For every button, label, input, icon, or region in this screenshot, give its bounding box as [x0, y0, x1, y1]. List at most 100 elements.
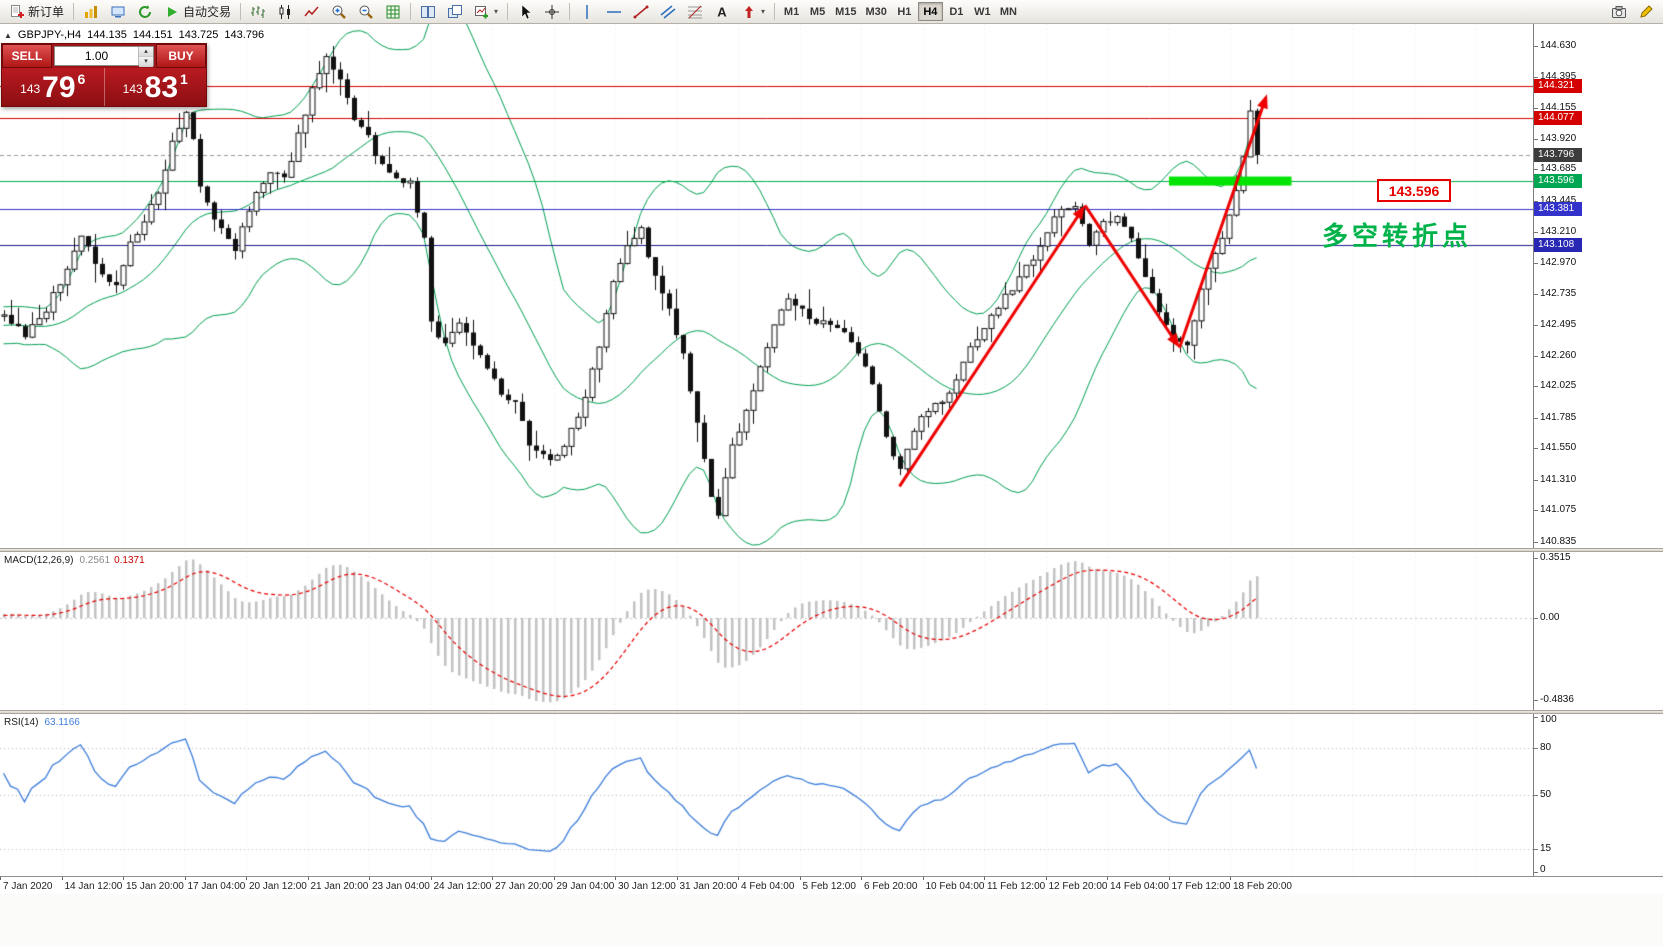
- time-axis-label: 4 Feb 04:00: [741, 881, 795, 892]
- line-chart-button[interactable]: [299, 1, 325, 22]
- scale-tick-mark: [1534, 480, 1538, 481]
- timeframe-m30-button[interactable]: M30: [861, 2, 890, 21]
- macd-scale[interactable]: 0.3515 0.00 -0.4836: [1533, 552, 1663, 710]
- time-axis-label: 21 Jan 20:00: [310, 881, 369, 892]
- scale-tick-mark: [1534, 294, 1538, 295]
- cursor-icon: [517, 3, 533, 20]
- scale-label: 142.735: [1540, 287, 1577, 299]
- horizontal-line-tool-button[interactable]: [601, 1, 627, 22]
- timeframe-m15-button[interactable]: M15: [831, 2, 860, 21]
- timeframe-h4-button[interactable]: H4: [917, 2, 943, 21]
- candlestick-chart-button[interactable]: [272, 1, 298, 22]
- scale-tick-mark: [1534, 108, 1538, 109]
- time-tick-mark: [123, 877, 124, 880]
- vertical-line-icon: [579, 4, 595, 20]
- cursor-tool-button[interactable]: [512, 1, 538, 22]
- volume-decrease-button[interactable]: ▾: [139, 57, 153, 67]
- zoom-in-button[interactable]: [326, 1, 352, 22]
- panel-splitter[interactable]: [0, 548, 1663, 552]
- price-tag: 143.796: [1534, 148, 1582, 162]
- time-axis-label: 23 Jan 04:00: [372, 881, 430, 892]
- scale-tick-mark: [1534, 849, 1538, 850]
- volume-increase-button[interactable]: ▴: [139, 47, 153, 57]
- candlestick-chart-canvas[interactable]: [0, 24, 1533, 548]
- profiles-button[interactable]: [105, 1, 131, 22]
- channel-tool-button[interactable]: [655, 1, 681, 22]
- buy-price-button[interactable]: 143 83 1: [105, 68, 207, 106]
- arrows-icon: [741, 4, 757, 20]
- time-axis-label: 14 Feb 04:00: [1110, 881, 1169, 892]
- macd-name: MACD(12,26,9): [4, 555, 74, 566]
- crosshair-tool-button[interactable]: [539, 1, 565, 22]
- scale-label: 142.970: [1540, 256, 1577, 268]
- annotation-price-level-label[interactable]: 143.596: [1377, 179, 1451, 202]
- cascade-windows-icon: [447, 4, 463, 20]
- sell-price-button[interactable]: 143 79 6: [2, 68, 105, 106]
- new-order-button[interactable]: 新订单: [4, 1, 69, 22]
- sell-button[interactable]: SELL: [2, 44, 52, 68]
- symbol-name: GBPJPY-,H4: [17, 29, 82, 41]
- time-axis-label: 11 Feb 12:00: [987, 881, 1046, 892]
- time-axis-label: 27 Jan 20:00: [495, 881, 553, 892]
- scale-tick-mark: [1534, 139, 1538, 140]
- time-axis-label: 15 Jan 20:00: [126, 881, 184, 892]
- new-chart-button[interactable]: ▾: [469, 1, 503, 22]
- autotrading-button[interactable]: 自动交易: [159, 1, 236, 22]
- panel-splitter[interactable]: [0, 710, 1663, 714]
- buy-price-prefix: 143: [122, 82, 143, 96]
- scale-tick-mark: [1534, 46, 1538, 47]
- trendline-tool-button[interactable]: [628, 1, 654, 22]
- refresh-button[interactable]: [132, 1, 158, 22]
- dropdown-caret-icon: ▾: [761, 7, 766, 16]
- rsi-chart-canvas[interactable]: [0, 714, 1533, 876]
- time-tick-mark: [861, 877, 862, 880]
- text-tool-button[interactable]: A: [709, 1, 735, 22]
- volume-stepper[interactable]: 1.00 ▴ ▾: [54, 46, 154, 67]
- volume-value[interactable]: 1.00: [84, 49, 109, 63]
- price-tag: 143.596: [1534, 174, 1582, 188]
- time-axis[interactable]: 7 Jan 2020 14 Jan 12:00 15 Jan 20:00 17 Jan…: [0, 876, 1663, 894]
- timeframe-d1-button[interactable]: D1: [944, 2, 969, 21]
- sell-price-pip: 6: [77, 71, 86, 87]
- scale-label: 143.445: [1540, 194, 1577, 206]
- symbol-ohlc-line: ▲ GBPJPY-,H4 144.135 144.151 143.725 143…: [4, 29, 264, 41]
- rsi-scale[interactable]: 100 80 50 15 0: [1533, 714, 1663, 876]
- scale-label: 142.025: [1540, 380, 1577, 392]
- edit-button[interactable]: [1633, 1, 1659, 22]
- timeframe-m1-button[interactable]: M1: [779, 2, 804, 21]
- screenshot-button[interactable]: [1606, 1, 1632, 22]
- fibonacci-tool-button[interactable]: [682, 1, 708, 22]
- indicators-list-button[interactable]: [380, 1, 406, 22]
- scale-label: 143.920: [1540, 132, 1577, 144]
- macd-signal-value: 0.1371: [114, 555, 145, 566]
- scale-tick-mark: [1534, 325, 1538, 326]
- zoom-out-button[interactable]: [353, 1, 379, 22]
- bar-chart-button[interactable]: [245, 1, 271, 22]
- timeframe-w1-button[interactable]: W1: [970, 2, 995, 21]
- macd-chart-canvas[interactable]: [0, 552, 1533, 710]
- arrows-tool-button[interactable]: ▾: [736, 1, 770, 22]
- timeframe-mn-button[interactable]: MN: [996, 2, 1021, 21]
- time-tick-mark: [923, 877, 924, 880]
- trendline-icon: [633, 4, 649, 20]
- timeframe-m5-button[interactable]: M5: [805, 2, 830, 21]
- cascade-windows-button[interactable]: [442, 1, 468, 22]
- scale-tick-mark: [1534, 386, 1538, 387]
- annotation-turning-point-text[interactable]: 多空转折点: [1322, 221, 1473, 251]
- vertical-line-tool-button[interactable]: [574, 1, 600, 22]
- timeframe-h1-button[interactable]: H1: [892, 2, 917, 21]
- tile-windows-icon: [420, 4, 436, 20]
- time-tick-mark: [1230, 877, 1231, 880]
- ohlc-open: 144.135: [87, 29, 127, 41]
- buy-button[interactable]: BUY: [156, 44, 206, 68]
- price-scale[interactable]: 144.630 144.395 144.155 143.920 143.685 143.4…: [1533, 24, 1663, 548]
- new-order-icon: [9, 4, 25, 20]
- price-tag: 144.077: [1534, 111, 1582, 125]
- collapse-trade-panel-icon[interactable]: ▲: [4, 30, 12, 40]
- time-tick-mark: [492, 877, 493, 880]
- new-chart-icon: [474, 4, 490, 20]
- scale-label: 100: [1540, 714, 1557, 725]
- tile-windows-button[interactable]: [415, 1, 441, 22]
- charts-button[interactable]: [78, 1, 104, 22]
- scale-label: 50: [1540, 788, 1552, 800]
